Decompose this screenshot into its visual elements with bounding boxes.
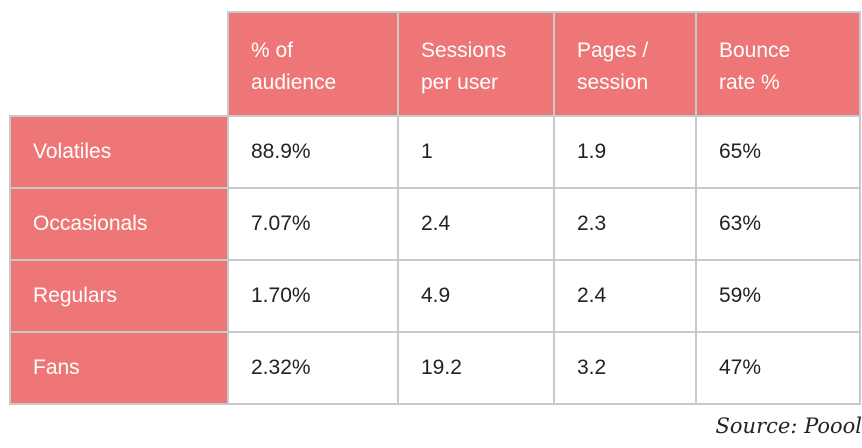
source-caption: Source: Poool — [715, 414, 862, 438]
row-header: Volatiles — [9, 115, 229, 189]
table-cell: 1.70% — [227, 259, 399, 333]
table-cell: 2.4 — [397, 187, 555, 261]
table-cell: 19.2 — [397, 331, 555, 405]
table-cell: 47% — [695, 331, 861, 405]
table-row-fans: Fans 2.32% 19.2 3.2 47% — [9, 331, 861, 405]
column-header-line: Pages / — [577, 39, 649, 62]
table-cell: 2.3 — [553, 187, 697, 261]
table-cell: 2.4 — [553, 259, 697, 333]
column-header-line: Sessions — [421, 39, 507, 62]
data-table-container: % of audience Sessions per user Pages / … — [9, 11, 861, 405]
row-header: Fans — [9, 331, 229, 405]
column-header-sessions: Sessions per user — [397, 11, 555, 117]
column-header-line: audience — [251, 71, 337, 94]
table-row-volatiles: Volatiles 88.9% 1 1.9 65% — [9, 115, 861, 189]
row-header: Occasionals — [9, 187, 229, 261]
column-header-audience: % of audience — [227, 11, 399, 117]
table-corner-cell — [10, 12, 229, 117]
table-cell: 2.32% — [227, 331, 399, 405]
column-header-pages: Pages / session — [553, 11, 697, 117]
column-header-line: % of — [251, 39, 294, 62]
table-cell: 63% — [695, 187, 861, 261]
table-cell: 1 — [397, 115, 555, 189]
row-header: Regulars — [9, 259, 229, 333]
table-cell: 88.9% — [227, 115, 399, 189]
column-header-line: per user — [421, 71, 499, 94]
column-header-line: session — [577, 71, 649, 94]
column-header-line: rate % — [719, 71, 780, 94]
table-row-regulars: Regulars 1.70% 4.9 2.4 59% — [9, 259, 861, 333]
table-cell: 65% — [695, 115, 861, 189]
audience-segments-table: % of audience Sessions per user Pages / … — [9, 11, 861, 405]
table-cell: 4.9 — [397, 259, 555, 333]
table-header-row: % of audience Sessions per user Pages / … — [10, 11, 861, 117]
table-cell: 59% — [695, 259, 861, 333]
table-row-occasionals: Occasionals 7.07% 2.4 2.3 63% — [9, 187, 861, 261]
column-header-line: Bounce — [719, 39, 791, 62]
table-cell: 1.9 — [553, 115, 697, 189]
table-cell: 7.07% — [227, 187, 399, 261]
column-header-bounce: Bounce rate % — [695, 11, 861, 117]
table-cell: 3.2 — [553, 331, 697, 405]
